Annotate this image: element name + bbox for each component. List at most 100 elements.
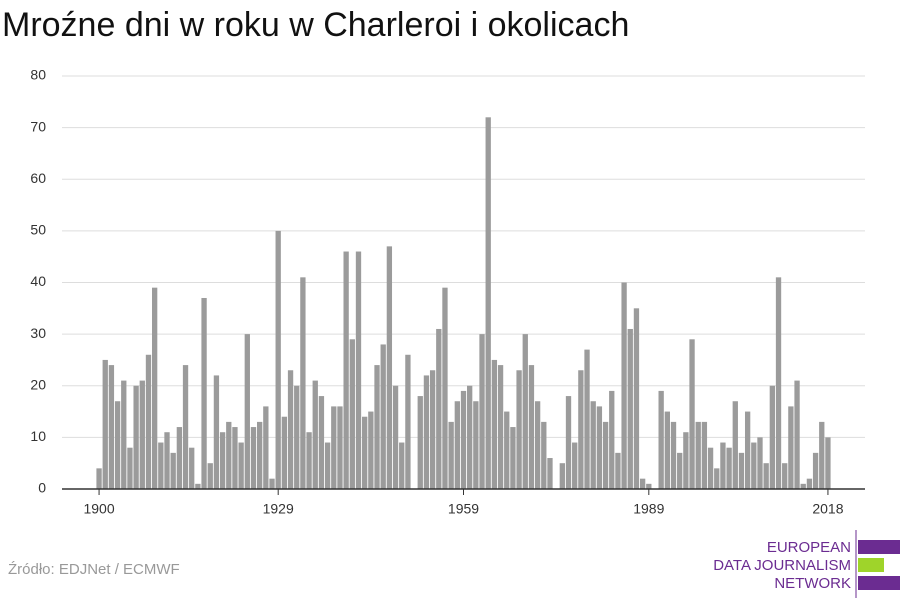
bar — [102, 359, 108, 489]
bar — [664, 411, 670, 489]
bar — [782, 463, 788, 489]
bar — [825, 437, 831, 489]
bar — [738, 452, 745, 489]
bar — [448, 421, 454, 489]
bar — [751, 442, 757, 489]
bar — [312, 380, 318, 489]
bar — [287, 370, 294, 489]
bar — [522, 334, 528, 489]
bar — [386, 246, 393, 489]
bar — [572, 442, 578, 489]
bar — [775, 277, 782, 489]
bar — [423, 375, 430, 489]
bar — [405, 354, 411, 489]
bar — [689, 339, 695, 489]
bar — [646, 483, 652, 489]
bar — [442, 287, 448, 489]
bar — [139, 380, 145, 489]
bar — [213, 375, 220, 489]
bar — [707, 447, 714, 489]
bar — [257, 421, 263, 489]
bar — [565, 396, 572, 489]
bar — [812, 452, 819, 489]
source: Źródło: EDJNet / ECMWF — [8, 561, 180, 578]
bar — [460, 390, 467, 489]
bar — [318, 396, 325, 489]
bar — [726, 447, 732, 489]
y-tick-label: 80 — [30, 67, 46, 83]
bar — [615, 452, 621, 489]
bar — [324, 442, 331, 489]
y-tick-label: 0 — [38, 480, 46, 496]
bar — [578, 370, 584, 489]
bar — [732, 401, 738, 489]
bar — [232, 427, 238, 489]
bar — [170, 452, 176, 489]
bar — [497, 365, 504, 489]
bar — [429, 370, 436, 489]
bar — [547, 458, 553, 489]
bar — [516, 370, 522, 489]
bar — [362, 416, 368, 489]
chart-title: Mroźne dni w roku w Charleroi i okolicac… — [2, 6, 629, 44]
y-tick-label: 10 — [30, 428, 46, 444]
bar — [491, 359, 498, 489]
bar — [250, 427, 257, 489]
bar — [219, 432, 226, 489]
logo-text: NETWORK — [774, 575, 851, 592]
bar — [145, 354, 152, 489]
y-tick-label: 60 — [30, 170, 46, 186]
logo-text: EUROPEAN — [767, 539, 851, 556]
bar — [189, 447, 195, 489]
bar — [380, 344, 386, 489]
bar — [244, 334, 250, 489]
bar — [355, 251, 362, 489]
bar — [701, 421, 708, 489]
bar — [300, 277, 306, 489]
bar — [621, 282, 627, 489]
x-tick-label: 2018 — [812, 501, 843, 517]
bar — [331, 406, 337, 489]
bar — [454, 401, 460, 489]
bar — [467, 385, 473, 489]
bar — [158, 442, 164, 489]
y-tick-label: 70 — [30, 118, 46, 134]
bar — [504, 411, 510, 489]
bar — [417, 396, 423, 489]
bar — [164, 432, 170, 489]
logo-bar — [858, 558, 884, 572]
bar — [294, 385, 300, 489]
x-tick-label: 1989 — [633, 501, 664, 517]
bar — [374, 365, 380, 489]
bar — [800, 483, 806, 489]
bar — [127, 447, 133, 489]
bar — [683, 432, 689, 489]
bar — [195, 483, 201, 489]
bar — [121, 380, 127, 489]
bar — [510, 427, 516, 489]
bar — [392, 385, 399, 489]
bar — [207, 463, 213, 489]
bar — [639, 478, 646, 489]
bar — [590, 401, 596, 489]
bar — [263, 406, 269, 489]
bar — [714, 468, 720, 489]
y-tick-label: 40 — [30, 273, 46, 289]
bar — [182, 365, 189, 489]
x-tick-label: 1900 — [83, 501, 114, 517]
y-tick-label: 20 — [30, 376, 46, 392]
bar — [819, 421, 825, 489]
bar — [534, 401, 541, 489]
bar — [343, 251, 349, 489]
bar — [602, 421, 609, 489]
bar — [541, 421, 547, 489]
bar — [176, 427, 183, 489]
bar — [670, 421, 677, 489]
bar — [744, 411, 751, 489]
y-tick-label: 30 — [30, 325, 46, 341]
bar — [226, 421, 232, 489]
bar — [794, 380, 800, 489]
x-tick-label: 1929 — [263, 501, 294, 517]
bar — [627, 328, 633, 489]
